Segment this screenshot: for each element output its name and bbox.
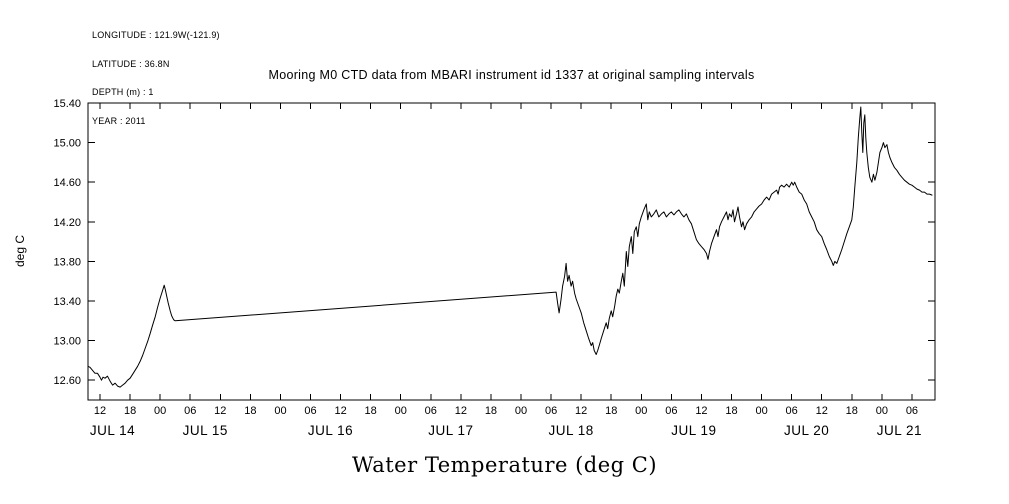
x-tick-label: 12 bbox=[94, 405, 106, 417]
metadata-depth: DEPTH (m) : 1 bbox=[92, 87, 154, 97]
metadata-latitude: LATITUDE : 36.8N bbox=[92, 58, 170, 69]
x-tick-label: 18 bbox=[725, 405, 737, 417]
x-day-label: JUL 19 bbox=[671, 423, 716, 438]
plot-caption: Water Temperature (deg C) bbox=[351, 453, 658, 477]
x-tick-label: 12 bbox=[575, 405, 587, 417]
plot-frame-group bbox=[87, 102, 936, 401]
temperature-series-line bbox=[87, 106, 933, 388]
x-day-label: JUL 18 bbox=[549, 423, 594, 438]
x-tick-label: 00 bbox=[395, 405, 407, 417]
x-tick-label: 18 bbox=[846, 405, 858, 417]
series-group bbox=[87, 106, 933, 388]
y-tick-label: 15.40 bbox=[53, 98, 81, 110]
x-tick-label: 06 bbox=[665, 405, 677, 417]
x-tick-label: 00 bbox=[274, 405, 286, 417]
y-tick-label: 13.40 bbox=[53, 296, 81, 308]
x-day-label: JUL 17 bbox=[428, 423, 473, 438]
y-tick-label: 14.60 bbox=[53, 177, 81, 189]
x-tick-label: 06 bbox=[545, 405, 557, 417]
x-tick-label: 18 bbox=[244, 405, 256, 417]
x-tick-label: 12 bbox=[214, 405, 226, 417]
x-tick-label: 06 bbox=[425, 405, 437, 417]
y-tick-label: 15.00 bbox=[53, 138, 81, 150]
x-day-label: JUL 15 bbox=[183, 423, 228, 438]
x-day-label: JUL 21 bbox=[877, 423, 922, 438]
x-day-label: JUL 14 bbox=[90, 423, 135, 438]
metadata-longitude: LONGITUDE : 121.9W(-121.9) bbox=[92, 30, 220, 40]
station-metadata: LONGITUDE : 121.9W(-121.9) LATITUDE : 36… bbox=[92, 12, 220, 145]
x-day-label: JUL 20 bbox=[784, 423, 829, 438]
x-tick-label: 00 bbox=[755, 405, 767, 417]
y-tick-label: 13.00 bbox=[53, 336, 81, 348]
x-tick-label: 06 bbox=[304, 405, 316, 417]
x-tick-label: 06 bbox=[786, 405, 798, 417]
x-tick-label: 12 bbox=[455, 405, 467, 417]
metadata-year: YEAR : 2011 bbox=[92, 115, 146, 126]
x-tick-label: 00 bbox=[635, 405, 647, 417]
x-tick-label: 18 bbox=[124, 405, 136, 417]
y-tick-label: 13.80 bbox=[53, 256, 81, 268]
plot-frame bbox=[87, 102, 936, 401]
x-tick-label: 18 bbox=[605, 405, 617, 417]
y-tick-label: 14.20 bbox=[53, 217, 81, 229]
x-tick-label: 18 bbox=[485, 405, 497, 417]
x-day-label: JUL 16 bbox=[308, 423, 353, 438]
axis-tick-labels-group: 12 18 00 06 12 18 00 06 12 18 00 06 12 18 00 06 12 18 00 06… bbox=[53, 98, 918, 417]
x-tick-label: 12 bbox=[816, 405, 828, 417]
x-tick-label: 00 bbox=[515, 405, 527, 417]
x-tick-label: 06 bbox=[184, 405, 196, 417]
x-tick-label: 06 bbox=[906, 405, 918, 417]
x-tick-label: 18 bbox=[365, 405, 377, 417]
day-labels-group: JUL 14 JUL 15 JUL 16 JUL 17 JUL 18 JUL 19 JUL … bbox=[90, 423, 922, 438]
x-tick-label: 00 bbox=[154, 405, 166, 417]
x-tick-label: 00 bbox=[876, 405, 888, 417]
axis-ticks-group bbox=[88, 102, 935, 400]
x-tick-label: 12 bbox=[334, 405, 346, 417]
x-tick-label: 12 bbox=[695, 405, 707, 417]
y-tick-label: 12.60 bbox=[53, 375, 81, 387]
chart-title: Mooring M0 CTD data from MBARI instrumen… bbox=[268, 68, 755, 82]
